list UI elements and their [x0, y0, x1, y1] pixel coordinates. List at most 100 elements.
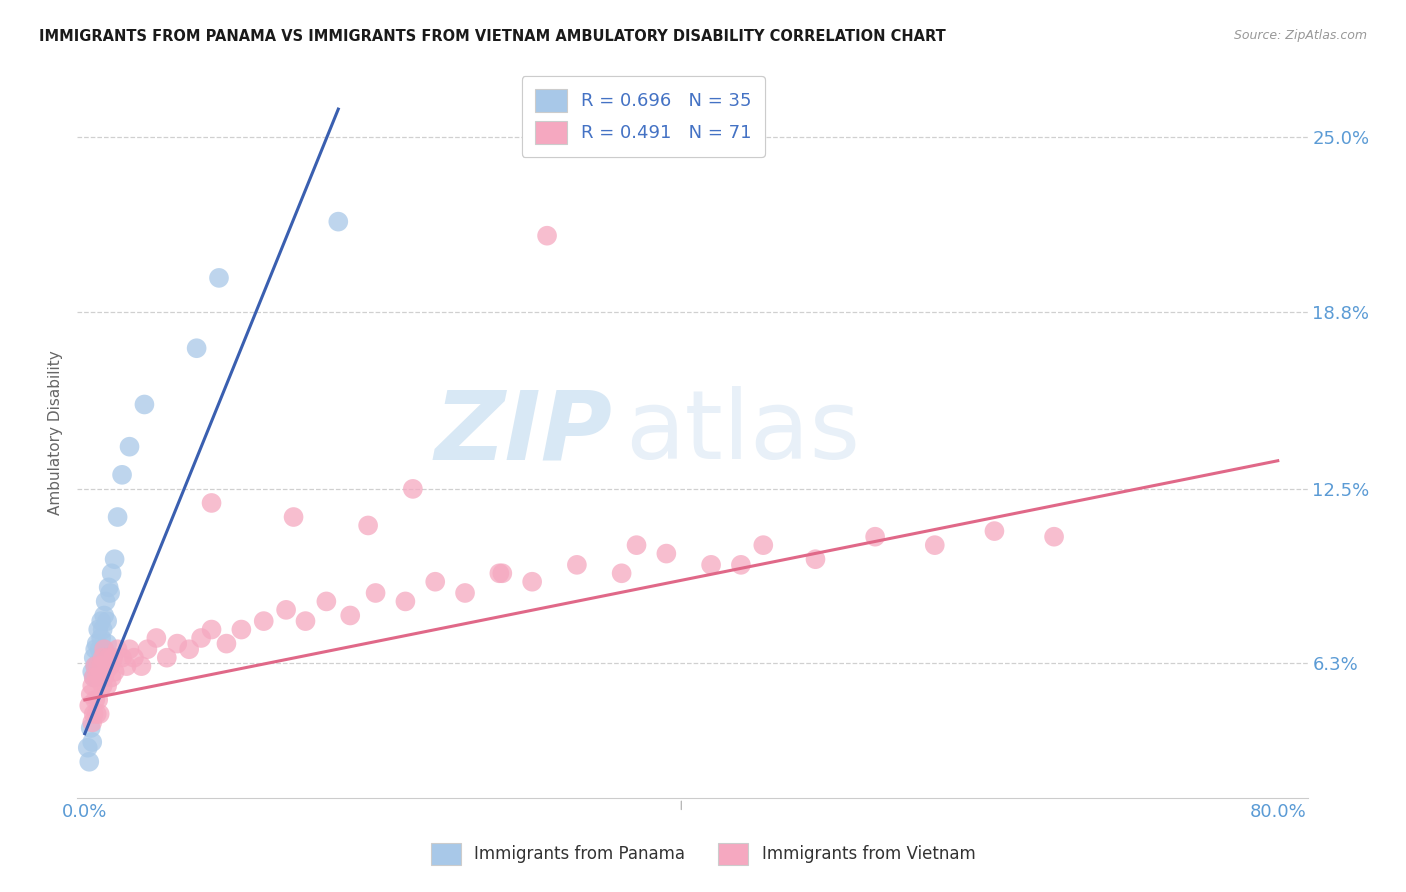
Point	[253, 614, 276, 628]
Point	[200, 496, 222, 510]
Point	[84, 659, 107, 673]
Point	[166, 637, 188, 651]
Point	[96, 614, 118, 628]
Point	[96, 659, 118, 673]
Point	[700, 558, 723, 572]
Point	[134, 397, 156, 411]
Point	[80, 687, 103, 701]
Point	[357, 518, 380, 533]
Point	[491, 566, 513, 581]
Point	[131, 659, 153, 673]
Point	[90, 631, 112, 645]
Point	[94, 665, 117, 679]
Point	[96, 679, 118, 693]
Legend: Immigrants from Panama, Immigrants from Vietnam: Immigrants from Panama, Immigrants from …	[420, 833, 986, 875]
Point	[77, 755, 100, 769]
Y-axis label: Ambulatory Disability: Ambulatory Disability	[48, 351, 63, 515]
Point	[315, 594, 337, 608]
Point	[93, 670, 115, 684]
Point	[84, 693, 107, 707]
Point	[86, 637, 108, 651]
Point	[93, 608, 115, 623]
Point	[97, 580, 120, 594]
Point	[89, 665, 111, 679]
Point	[520, 574, 543, 589]
Point	[394, 594, 416, 608]
Point	[752, 538, 775, 552]
Point	[82, 715, 104, 730]
Point	[730, 558, 752, 572]
Point	[82, 679, 104, 693]
Point	[186, 341, 208, 355]
Point	[83, 706, 105, 721]
Point	[610, 566, 633, 581]
Point	[655, 547, 678, 561]
Point	[118, 440, 141, 454]
Point	[231, 623, 253, 637]
Point	[84, 659, 107, 673]
Point	[104, 665, 127, 679]
Point	[274, 603, 297, 617]
Point	[93, 642, 115, 657]
Point	[804, 552, 827, 566]
Point	[98, 659, 121, 673]
Point	[565, 558, 588, 572]
Point	[91, 650, 114, 665]
Point	[83, 670, 105, 684]
Point	[94, 594, 117, 608]
Point	[100, 670, 122, 684]
Point	[179, 642, 201, 657]
Text: Source: ZipAtlas.com: Source: ZipAtlas.com	[1233, 29, 1367, 42]
Point	[111, 650, 134, 665]
Point	[626, 538, 648, 552]
Point	[107, 642, 129, 657]
Point	[86, 665, 108, 679]
Point	[200, 623, 222, 637]
Point	[294, 614, 316, 628]
Point	[89, 706, 111, 721]
Point	[76, 740, 98, 755]
Point	[96, 637, 118, 651]
Point	[80, 721, 103, 735]
Point	[402, 482, 425, 496]
Text: ZIP: ZIP	[434, 386, 613, 479]
Point	[77, 698, 100, 713]
Point	[87, 659, 110, 673]
Point	[107, 510, 129, 524]
Point	[90, 614, 112, 628]
Point	[87, 657, 110, 671]
Point	[156, 650, 179, 665]
Point	[924, 538, 946, 552]
Point	[87, 623, 110, 637]
Point	[536, 228, 558, 243]
Point	[87, 693, 110, 707]
Point	[83, 650, 105, 665]
Point	[89, 642, 111, 657]
Point	[215, 637, 238, 651]
Point	[82, 735, 104, 749]
Point	[82, 665, 104, 679]
Point	[122, 650, 145, 665]
Point	[93, 642, 115, 657]
Point	[115, 659, 138, 673]
Point	[118, 642, 141, 657]
Point	[89, 670, 111, 684]
Point	[283, 510, 305, 524]
Point	[90, 659, 112, 673]
Point	[863, 530, 886, 544]
Point	[190, 631, 212, 645]
Point	[104, 552, 127, 566]
Point	[983, 524, 1005, 538]
Point	[91, 679, 114, 693]
Point	[136, 642, 159, 657]
Point	[145, 631, 167, 645]
Point	[84, 642, 107, 657]
Point	[83, 670, 105, 684]
Text: atlas: atlas	[624, 386, 860, 479]
Point	[91, 650, 114, 665]
Point	[91, 623, 114, 637]
Point	[86, 706, 108, 721]
Point	[111, 467, 134, 482]
Point	[97, 650, 120, 665]
Point	[364, 586, 387, 600]
